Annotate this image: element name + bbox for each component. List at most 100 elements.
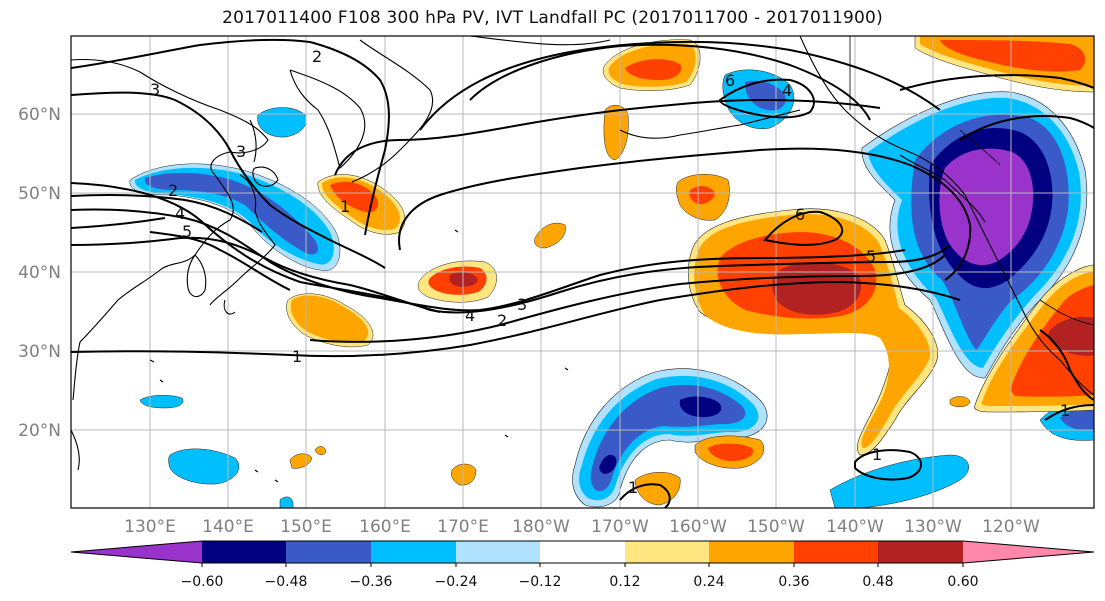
contour-label: 1 — [1060, 401, 1070, 420]
colorbar-segment — [625, 541, 709, 563]
coastline-bc — [899, 154, 986, 223]
pv-contour-1 — [71, 280, 961, 358]
positive-anomaly — [940, 40, 1086, 72]
lat-label: 40°N — [18, 263, 61, 283]
negative-anomaly — [679, 396, 722, 418]
pv-contour-large-1 — [469, 43, 871, 121]
negative-anomaly — [829, 454, 969, 508]
lon-label: 170°E — [437, 517, 489, 537]
positive-anomaly — [314, 446, 327, 455]
colorbar-ticks — [201, 563, 964, 567]
contour-label: 1 — [628, 478, 638, 497]
lon-label: 140°W — [826, 517, 884, 537]
lon-label: 150°W — [747, 517, 805, 537]
colorbar-segment — [794, 541, 878, 563]
coastline-islands — [149, 229, 569, 483]
lon-label: 160°W — [669, 517, 727, 537]
pv-contour-2-north — [71, 38, 390, 236]
positive-anomaly — [689, 186, 715, 205]
coastline-asia — [71, 59, 269, 471]
pv-contour-large-6 — [959, 115, 1094, 141]
lat-label: 20°N — [18, 421, 61, 441]
contour-label: 4 — [782, 81, 792, 100]
colorbar-segment-max-arrow — [963, 541, 1094, 563]
coastline-sakhalin — [249, 119, 257, 163]
positive-anomaly — [449, 272, 478, 287]
contour-label: 6 — [725, 71, 735, 90]
coastline-alaska — [469, 36, 1094, 396]
pv-contour-large-2 — [419, 40, 941, 131]
lon-label: 120°W — [982, 517, 1040, 537]
latitude-labels: 60°N 50°N 40°N 30°N 20°N — [18, 105, 61, 441]
pv-contour-4 — [71, 208, 906, 312]
contour-label: 5 — [182, 222, 192, 241]
lat-label: 30°N — [18, 342, 61, 362]
contour-label: 1 — [872, 445, 882, 464]
contour-label: 2 — [168, 181, 178, 200]
colorbar-label: 0.12 — [609, 574, 640, 590]
pv-contour-large-3 — [398, 147, 972, 281]
negative-anomaly — [134, 167, 334, 265]
pv-contour-large-4 — [334, 98, 881, 176]
contour-label: 5 — [866, 247, 876, 266]
contour-label: 3 — [236, 142, 246, 161]
colorbar-segment — [202, 541, 286, 563]
gridlines — [71, 36, 1094, 508]
pv-contour-6-north — [718, 78, 815, 119]
colorbar-label: −0.60 — [181, 574, 224, 590]
colorbar-segments — [70, 540, 1095, 564]
negative-anomaly — [168, 448, 240, 485]
colorbar-segment — [456, 541, 540, 563]
coastlines — [71, 36, 1094, 483]
positive-anomaly — [949, 396, 971, 407]
pv-contour-3-north — [71, 91, 386, 269]
colorbar-label: 0.60 — [947, 574, 978, 590]
map-panel: 1 2 3 3 4 4 5 5 6 6 2 1 1 3 2 4 1 1 — [71, 36, 1094, 508]
positive-anomaly — [330, 181, 379, 213]
contour-labels: 1 2 3 3 4 4 5 5 6 6 2 1 1 3 2 4 1 1 — [150, 47, 1070, 497]
colorbar-segment — [878, 541, 963, 563]
coastline-japan — [209, 174, 276, 315]
pv-contour-left-4 — [71, 194, 263, 233]
pv-contour-5b — [149, 231, 291, 291]
pv-contour-6 — [763, 210, 844, 246]
lon-label: 130°E — [124, 517, 176, 537]
pv-contour-5 — [71, 236, 441, 313]
map-frame — [70, 35, 1095, 509]
positive-anomaly — [708, 443, 754, 462]
contour-label: 2 — [312, 47, 322, 66]
colorbar-label: 0.36 — [778, 574, 809, 590]
colorbar-segment — [540, 541, 625, 563]
longitude-labels: 130°E 140°E 150°E 160°E 170°E 180°W 170°… — [124, 517, 1040, 537]
positive-anomaly — [625, 59, 682, 80]
colorbar-labels: −0.60 −0.48 −0.36 −0.24 −0.12 0.12 0.24 … — [181, 574, 979, 590]
contour-label: 4 — [465, 306, 475, 325]
negative-anomaly — [139, 395, 184, 409]
pv-contour-2 — [309, 254, 946, 343]
contour-label: 1 — [340, 197, 350, 216]
contour-label: 6 — [795, 205, 805, 224]
positive-anomaly — [290, 295, 369, 343]
negative-anomaly — [279, 496, 294, 508]
positive-anomaly — [1048, 316, 1094, 356]
colorbar-segment — [286, 541, 371, 563]
colorbar-segment — [371, 541, 456, 563]
lon-label: 160°E — [359, 517, 411, 537]
anomaly-shading — [129, 36, 1094, 508]
positive-anomaly — [603, 104, 629, 161]
coastline-korea — [186, 254, 207, 298]
contour-label: 4 — [175, 204, 185, 223]
pv-contour-3 — [71, 182, 951, 314]
pv-contour-1-south — [854, 449, 922, 481]
colorbar-label: 0.48 — [862, 574, 893, 590]
colorbar-segment-min-arrow — [71, 541, 202, 563]
colorbar-label: −0.48 — [265, 574, 308, 590]
pv-contours — [71, 38, 1094, 508]
colorbar-label: −0.12 — [519, 574, 562, 590]
colorbar: −0.60 −0.48 −0.36 −0.24 −0.12 0.12 0.24 … — [70, 540, 1095, 590]
contour-label: 3 — [150, 80, 160, 99]
pv-contour-left-3 — [71, 217, 166, 229]
negative-anomaly — [939, 148, 1034, 266]
colorbar-label: −0.24 — [435, 574, 478, 590]
